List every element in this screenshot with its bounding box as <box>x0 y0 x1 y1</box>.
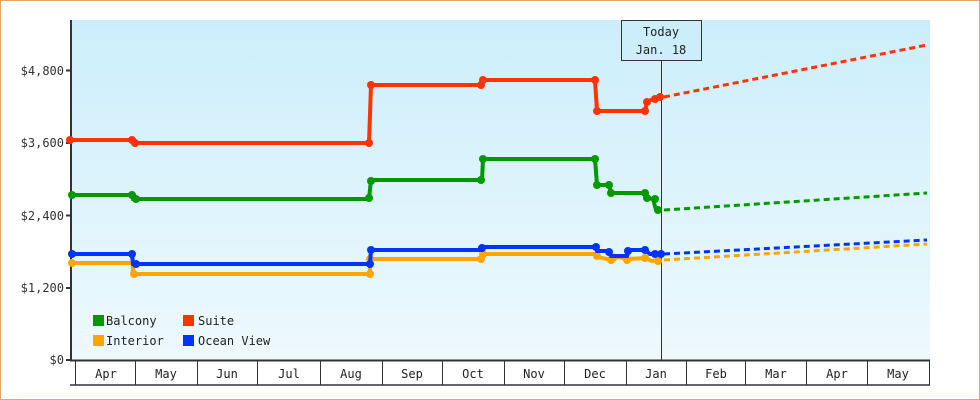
month-label-jul: Jul <box>278 367 300 381</box>
plot-area <box>72 20 930 360</box>
interior-swatch-icon <box>93 335 104 346</box>
today-label: Today <box>643 25 679 39</box>
chart-legend: Balcony Suite Interior Ocean View <box>93 314 271 348</box>
month-label-mar: Mar <box>765 367 787 381</box>
y-tick-0: $0 <box>50 353 64 367</box>
x-axis-month-labels: Apr May Jun Jul Aug Sep Oct Nov Dec Jan … <box>95 367 909 381</box>
month-label-sep: Sep <box>401 367 423 381</box>
month-label-jan: Jan <box>645 367 667 381</box>
balcony-series <box>68 155 662 214</box>
today-box <box>621 20 702 61</box>
y-axis-labels: $4,800 $3,600 $2,400 $1,200 $0 <box>21 64 64 367</box>
legend-label-balcony: Balcony <box>106 314 157 328</box>
month-label-may: May <box>155 367 177 381</box>
month-label-aug: Aug <box>340 367 362 381</box>
balcony-swatch-icon <box>93 315 104 326</box>
balcony-forecast-line <box>663 191 928 212</box>
y-tick-3600: $3,600 <box>21 136 64 150</box>
legend-item-ocean-view[interactable]: Ocean View <box>183 334 271 348</box>
suite-forecast-line <box>663 43 928 99</box>
month-label-jun: Jun <box>216 367 238 381</box>
x-axis <box>70 359 930 386</box>
month-label-apr: Apr <box>95 367 117 381</box>
month-label-feb: Feb <box>705 367 727 381</box>
legend-item-suite[interactable]: Suite <box>183 314 234 328</box>
ocean-view-swatch-icon <box>183 335 194 346</box>
month-label-oct: Oct <box>462 367 484 381</box>
legend-item-balcony[interactable]: Balcony <box>93 314 157 328</box>
month-label-dec: Dec <box>584 367 606 381</box>
ocean-view-series <box>68 243 665 268</box>
month-label-apr-next: Apr <box>826 367 848 381</box>
suite-series <box>66 76 664 147</box>
legend-item-interior[interactable]: Interior <box>93 334 164 348</box>
suite-swatch-icon <box>183 315 194 326</box>
legend-label-ocean-view: Ocean View <box>198 334 271 348</box>
legend-label-interior: Interior <box>106 334 164 348</box>
interior-forecast-line <box>663 242 928 262</box>
today-date: Jan. 18 <box>636 43 687 57</box>
ocean-view-forecast-line <box>663 238 928 256</box>
y-tick-4800: $4,800 <box>21 64 64 78</box>
month-label-may-next: May <box>887 367 909 381</box>
y-tick-2400: $2,400 <box>21 209 64 223</box>
month-label-nov: Nov <box>523 367 545 381</box>
y-tick-1200: $1,200 <box>21 281 64 295</box>
legend-label-suite: Suite <box>198 314 234 328</box>
